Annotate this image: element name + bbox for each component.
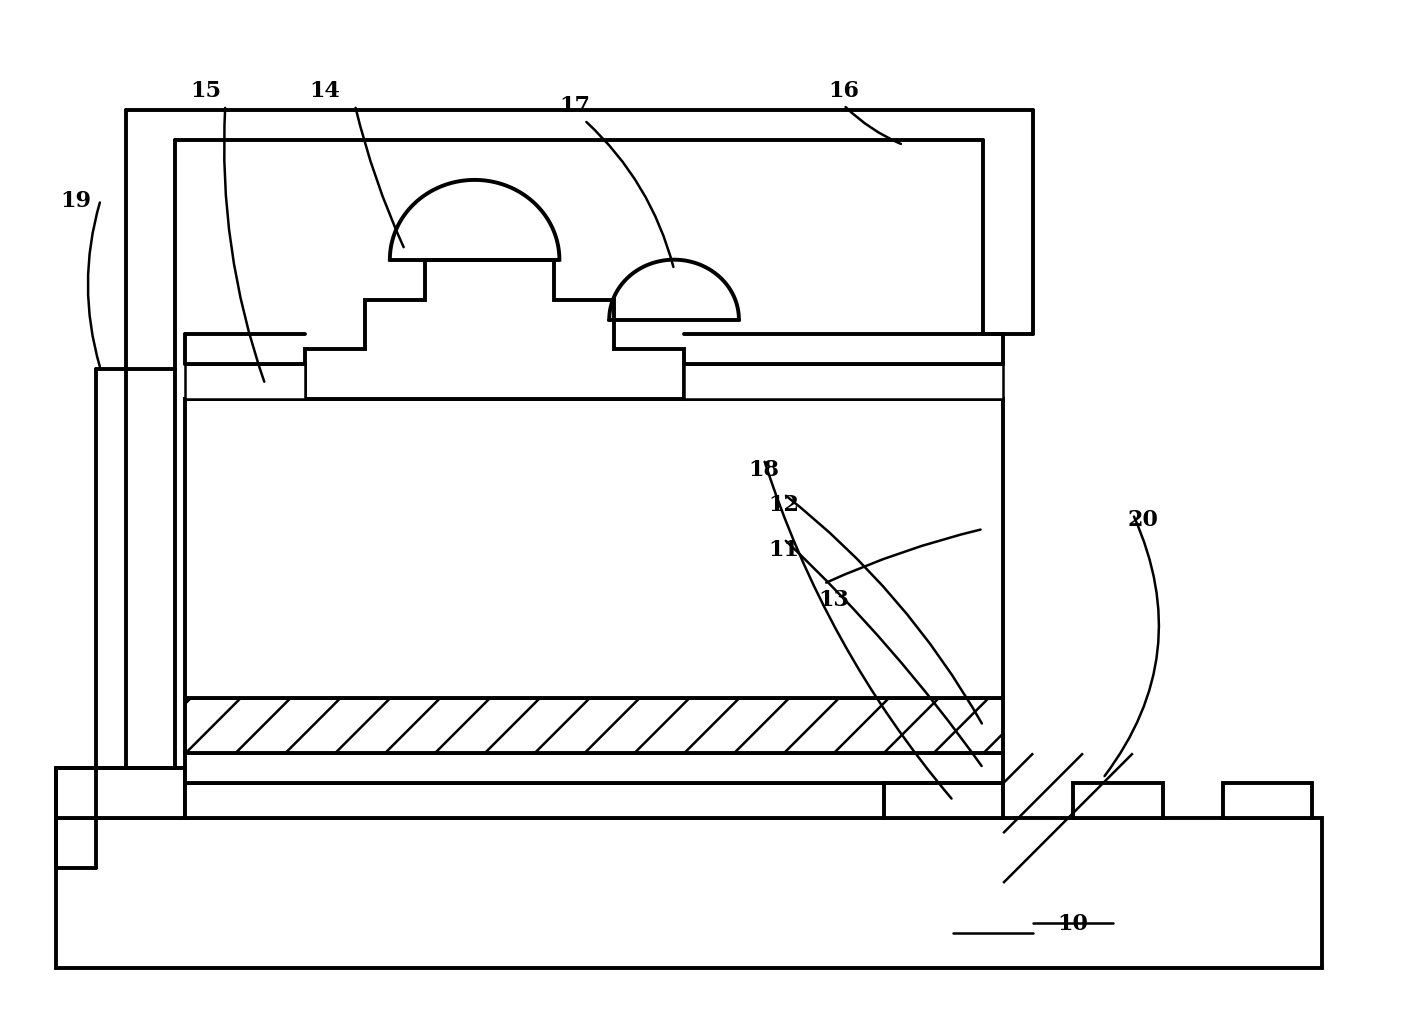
Text: 16: 16 bbox=[828, 81, 859, 102]
Text: 12: 12 bbox=[769, 493, 800, 516]
Text: 15: 15 bbox=[190, 81, 221, 102]
Polygon shape bbox=[306, 261, 684, 399]
Text: 14: 14 bbox=[310, 81, 341, 102]
Bar bbox=[56, 818, 1322, 968]
Text: 20: 20 bbox=[1128, 508, 1159, 531]
Bar bbox=[186, 754, 1002, 784]
Bar bbox=[56, 768, 186, 818]
Bar bbox=[186, 365, 306, 399]
Text: 19: 19 bbox=[61, 190, 92, 212]
Text: 11: 11 bbox=[769, 538, 800, 560]
Bar bbox=[1073, 784, 1163, 818]
Text: 18: 18 bbox=[748, 459, 780, 481]
Text: 13: 13 bbox=[818, 588, 849, 610]
Bar bbox=[186, 699, 1002, 754]
Text: 17: 17 bbox=[559, 95, 590, 117]
Text: 10: 10 bbox=[1057, 912, 1088, 934]
Bar bbox=[684, 365, 1002, 399]
Bar bbox=[186, 784, 1002, 818]
Bar bbox=[186, 399, 1002, 699]
Bar bbox=[1222, 784, 1312, 818]
